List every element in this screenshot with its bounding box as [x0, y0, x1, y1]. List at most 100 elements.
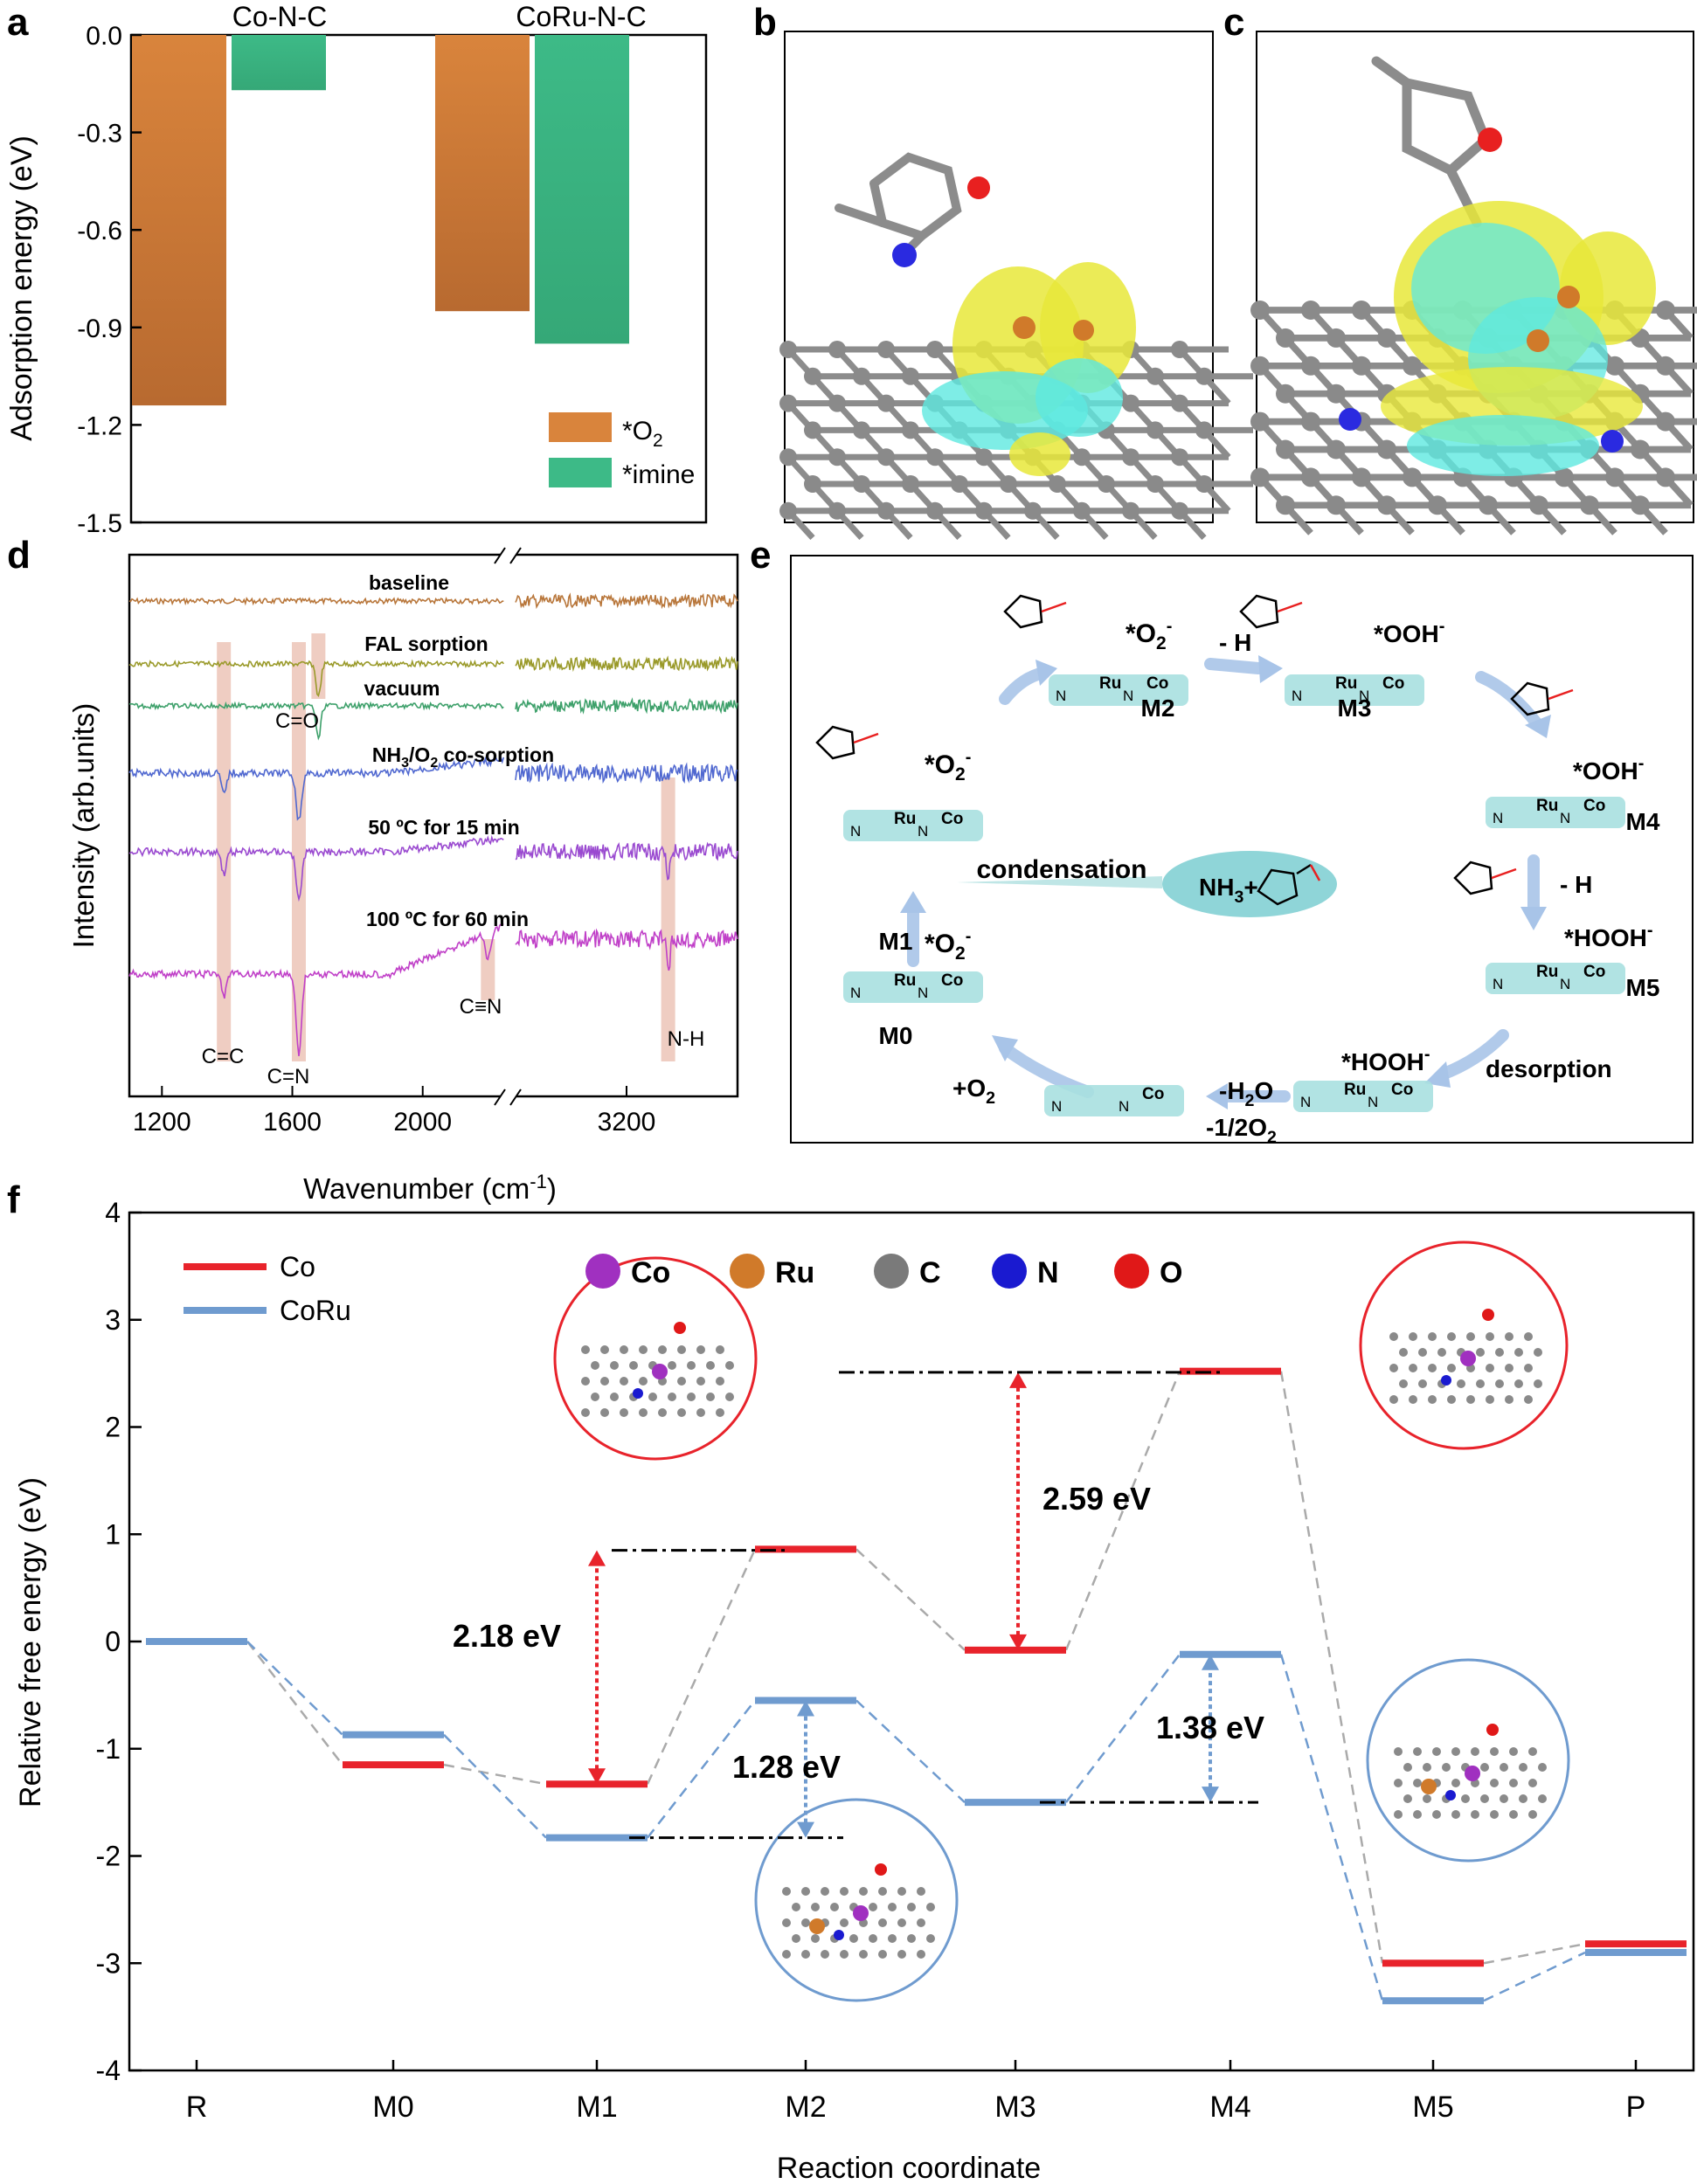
carbon-atom — [1146, 367, 1164, 385]
species-o2-m1: *O2- — [925, 748, 971, 784]
inset-carbon-atom — [1538, 1763, 1547, 1772]
inset-ru-atom — [1421, 1779, 1437, 1794]
carbon-atom — [828, 448, 846, 467]
inset-carbon-atom — [926, 1903, 935, 1911]
carbon-atom — [1276, 439, 1295, 460]
step-label-minus-h: - H — [1560, 871, 1592, 898]
y-tick-label: -1 — [96, 1733, 121, 1765]
inset-carbon-atom — [716, 1345, 724, 1354]
carbon-atom — [1195, 367, 1213, 385]
oxygen-atom-b — [967, 176, 990, 199]
inset-carbon-atom — [1423, 1763, 1431, 1772]
carbon-atom — [853, 475, 870, 493]
legend-label-imine: *imine — [622, 460, 695, 489]
spectrum-label-nh3-o2: NH3/O2 co-sorption — [372, 743, 554, 771]
barrier-label: 1.38 eV — [1156, 1710, 1264, 1745]
atom-legend: Co Ru C N O — [585, 1254, 1182, 1289]
inset-carbon-atom — [1509, 1779, 1518, 1787]
inset-carbon-atom — [668, 1361, 676, 1370]
species-hooh-m5: *HOOH- — [1564, 921, 1653, 951]
inset-carbon-atom — [677, 1345, 686, 1354]
inset-carbon-atom — [926, 1934, 935, 1943]
spectrum-line — [515, 592, 738, 610]
inset-carbon-atom — [716, 1408, 724, 1417]
carbon-atom — [804, 421, 821, 439]
carbon-atom — [1073, 501, 1091, 520]
inset-carbon-atom — [1534, 1348, 1542, 1357]
inset-carbon-atom — [600, 1345, 609, 1354]
inset-carbon-atom — [1509, 1747, 1518, 1756]
inset-carbon-atom — [830, 1903, 839, 1911]
band-highlight — [291, 642, 306, 1061]
nh3-furfural-bubble — [1162, 851, 1337, 917]
inset-carbon-atom — [801, 1887, 810, 1896]
arrow-head — [900, 891, 926, 913]
species-o2-m2: *O2- — [1126, 617, 1172, 653]
inset-carbon-atom — [1466, 1332, 1475, 1341]
ru-label: Ru — [894, 810, 916, 828]
inset-carbon-atom — [1418, 1348, 1427, 1357]
carbon-atom — [1073, 448, 1091, 467]
carbon-atom — [1352, 467, 1371, 487]
panel-e: e condensation NH3+ — [750, 534, 1694, 1147]
n-label: N — [1056, 688, 1066, 704]
c-n-bond — [1548, 688, 1574, 701]
carbon-atom — [926, 501, 944, 520]
inset-carbon-atom — [1409, 1395, 1417, 1404]
carbon-atom — [779, 341, 797, 358]
carbon-atom — [1605, 356, 1624, 376]
inset-co-atom — [1465, 1766, 1480, 1781]
inset-carbon-atom — [1524, 1395, 1533, 1404]
n-label: N — [1359, 688, 1369, 704]
axis-break-bottom — [501, 1088, 516, 1105]
carbon-atom — [1171, 341, 1188, 358]
inset-carbon-atom — [1514, 1379, 1523, 1388]
inset-carbon-atom — [1403, 1794, 1412, 1803]
inset-carbon-atom — [1514, 1348, 1523, 1357]
inset-carbon-atom — [1437, 1348, 1446, 1357]
bar-o2 — [132, 35, 226, 406]
inset-carbon-atom — [1519, 1794, 1527, 1803]
panel-a-y-axis: 0.0 -0.3 -0.6 -0.9 -1.2 -1.5 — [77, 22, 142, 538]
panel-a: a 0.0 -0.3 -0.6 -0.9 -1.2 -1.5 Adsorption ene… — [5, 1, 708, 538]
n-label: N — [918, 985, 928, 1001]
spectrum-line — [128, 597, 504, 606]
state-label-m3: M3 — [1338, 695, 1372, 722]
x-tick-label: 3200 — [598, 1108, 656, 1137]
inset-carbon-atom — [840, 1887, 848, 1896]
inset-carbon-atom — [620, 1408, 628, 1417]
connector-coru — [246, 1641, 343, 1736]
state-label-m1: M1 — [879, 928, 913, 955]
ir-band-highlights — [217, 633, 675, 1061]
panel-a-ylabel: Adsorption energy (eV) — [5, 135, 38, 441]
panel-label-d: d — [7, 534, 31, 577]
inset-carbon-atom — [1432, 1810, 1441, 1819]
panel-d-ylabel: Intensity (arb.units) — [67, 703, 100, 949]
arrow-head — [1036, 660, 1057, 686]
inset-carbon-atom — [888, 1903, 897, 1911]
inset-carbon-atom — [600, 1408, 609, 1417]
barrier-arrowhead — [1009, 1372, 1027, 1388]
inset-carbon-atom — [1471, 1747, 1479, 1756]
y-tick-label: -1.2 — [77, 411, 122, 440]
ru-label: Ru — [1536, 963, 1558, 981]
inset-carbon-atom — [1495, 1379, 1504, 1388]
inset-carbon-atom — [917, 1887, 925, 1896]
inset-carbon-atom — [782, 1950, 791, 1959]
arrow-head — [1525, 715, 1551, 738]
ru-label: Ru — [1099, 674, 1121, 693]
panel-f-y-axis: -4 -3 -2 -1 0 1 2 3 4 — [96, 1197, 142, 2086]
inset-carbon-atom — [1394, 1779, 1403, 1787]
inset-carbon-atom — [1480, 1794, 1489, 1803]
band-highlight — [661, 778, 675, 1061]
atom-label-co: Co — [631, 1256, 670, 1289]
step-label-water: -H2O — [1219, 1077, 1273, 1110]
step-label-half-o2: -1/2O2 — [1206, 1114, 1277, 1147]
carbon-atom — [1250, 467, 1270, 487]
carbon-atom — [1122, 394, 1139, 412]
n-label: N — [850, 823, 861, 840]
carbon-atom — [1529, 495, 1548, 515]
x-tick-label: 2000 — [393, 1108, 452, 1137]
inset-carbon-atom — [1428, 1395, 1437, 1404]
atom-label-ru: Ru — [775, 1256, 814, 1289]
